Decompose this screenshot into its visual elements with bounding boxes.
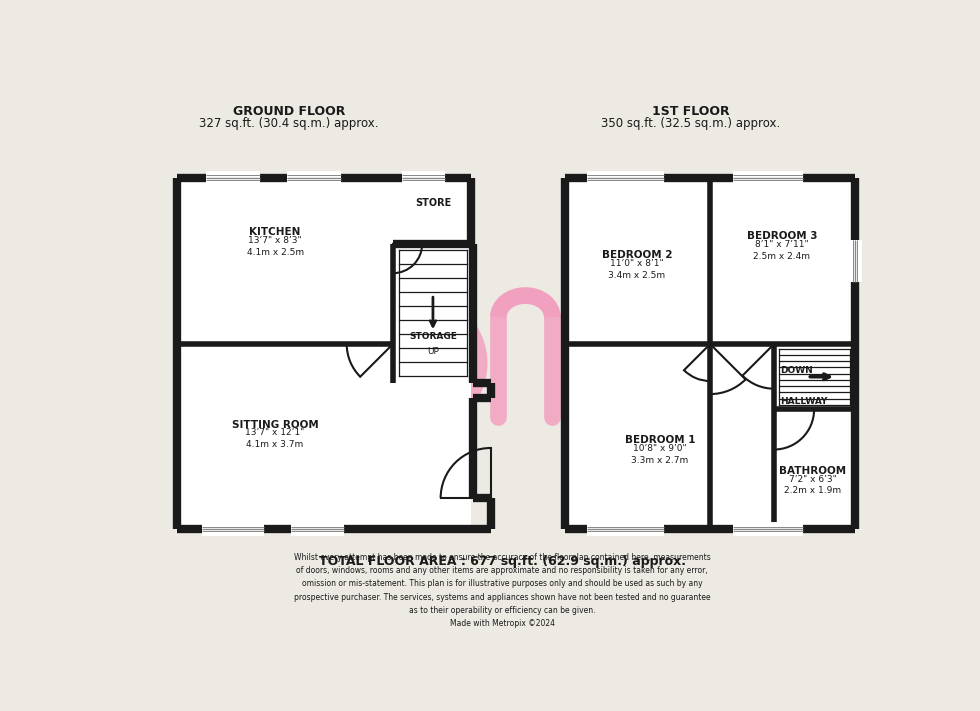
- Text: UP: UP: [427, 347, 439, 356]
- Text: STORAGE: STORAGE: [409, 332, 457, 341]
- Text: 327 sq.ft. (30.4 sq.m.) approx.: 327 sq.ft. (30.4 sq.m.) approx.: [199, 117, 378, 129]
- Text: DOWN: DOWN: [780, 366, 813, 375]
- Text: BEDROOM 2: BEDROOM 2: [602, 250, 672, 260]
- Text: BEDROOM 1: BEDROOM 1: [625, 435, 696, 445]
- Text: TOTAL FLOOR AREA : 677 sq.ft. (62.9 sq.m.) approx.: TOTAL FLOOR AREA : 677 sq.ft. (62.9 sq.m…: [318, 555, 686, 567]
- Text: 11’0" x 8’1"
3.4m x 2.5m: 11’0" x 8’1" 3.4m x 2.5m: [609, 259, 665, 279]
- Text: 7’2" x 6’3"
2.2m x 1.9m: 7’2" x 6’3" 2.2m x 1.9m: [784, 474, 841, 496]
- Text: GROUND FLOOR: GROUND FLOOR: [233, 105, 345, 118]
- Text: KITCHEN: KITCHEN: [250, 228, 301, 237]
- Text: 13’7" x 12’1"
4.1m x 3.7m: 13’7" x 12’1" 4.1m x 3.7m: [245, 428, 305, 449]
- Text: 350 sq.ft. (32.5 sq.m.) approx.: 350 sq.ft. (32.5 sq.m.) approx.: [602, 117, 780, 129]
- Text: SITTING ROOM: SITTING ROOM: [231, 420, 318, 430]
- Text: BEDROOM 3: BEDROOM 3: [747, 231, 817, 241]
- Text: 8’1" x 7’11"
2.5m x 2.4m: 8’1" x 7’11" 2.5m x 2.4m: [754, 240, 810, 260]
- Text: BATHROOM: BATHROOM: [779, 466, 846, 476]
- Text: Whilst every attempt has been made to ensure the accuracy of the floorplan conta: Whilst every attempt has been made to en…: [294, 553, 710, 628]
- Text: HALLWAY: HALLWAY: [780, 397, 827, 406]
- Text: 10’8" x 9’0"
3.3m x 2.7m: 10’8" x 9’0" 3.3m x 2.7m: [631, 444, 689, 464]
- Bar: [565, 178, 855, 529]
- Text: 1ST FLOOR: 1ST FLOOR: [652, 105, 730, 118]
- Text: STORE: STORE: [415, 198, 451, 208]
- Bar: [177, 178, 471, 529]
- Text: 13’7" x 8’3"
4.1m x 2.5m: 13’7" x 8’3" 4.1m x 2.5m: [247, 236, 304, 257]
- Bar: [393, 178, 473, 244]
